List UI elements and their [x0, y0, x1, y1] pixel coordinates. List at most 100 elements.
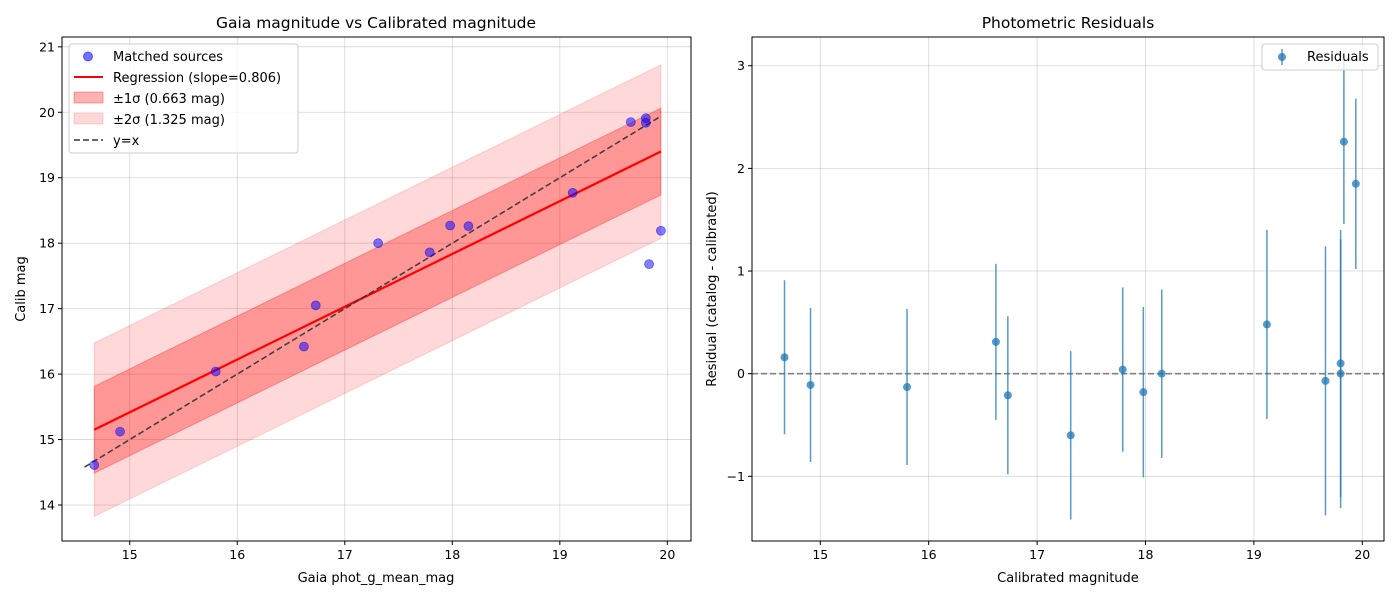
legend-label-2sigma: ±2σ (1.325 mag)	[113, 113, 225, 128]
y-tick-label: 17	[39, 301, 55, 316]
x-tick-label: 17	[1029, 547, 1045, 562]
left-chart-title: Gaia magnitude vs Calibrated magnitude	[216, 14, 536, 32]
matched-source-point	[640, 117, 651, 128]
residual-point	[1003, 391, 1012, 400]
right-axes-frame	[751, 36, 1385, 542]
residual-errorbar	[1118, 287, 1127, 452]
residual-point	[1066, 431, 1075, 440]
x-tick-label: 17	[337, 547, 353, 562]
residual-point	[1157, 369, 1166, 378]
matched-source-point	[373, 238, 384, 249]
legend-label-1sigma: ±1σ (0.663 mag)	[113, 92, 225, 107]
matched-source-point	[115, 426, 125, 437]
y-tick-label: −1	[727, 469, 745, 484]
legend-label-regression: Regression (slope=0.806)	[113, 71, 281, 86]
x-tick-label: 15	[812, 547, 828, 562]
left-legend-box	[68, 43, 299, 154]
legend-marker-icon	[83, 51, 93, 62]
y-tick-label: 3	[737, 58, 745, 73]
right-x-axis-label: Calibrated magnitude	[997, 571, 1139, 586]
matched-source-point	[89, 460, 100, 470]
residual-errorbar	[903, 309, 912, 466]
y-tick-label: 1	[737, 264, 745, 279]
matched-source-point	[299, 341, 309, 352]
matched-source-point	[625, 117, 636, 127]
y-tick-label: 19	[39, 170, 55, 185]
residual-point	[1339, 137, 1348, 146]
left-axes-frame	[61, 36, 692, 542]
legend-label-matched: Matched sources	[113, 50, 223, 65]
legend-patch-1sigma-icon	[73, 91, 104, 104]
right-grid	[752, 37, 1384, 541]
x-tick-label: 16	[229, 547, 245, 562]
residual-errorbar	[1351, 98, 1360, 269]
left-y-axis-label: Calib mag	[14, 256, 29, 322]
legend-errorbar-marker-icon	[1278, 53, 1286, 61]
residual-point	[1321, 376, 1330, 385]
x-tick-label: 18	[1138, 547, 1154, 562]
left-x-axis-label: Gaia phot_g_mean_mag	[298, 571, 455, 586]
y-tick-label: 15	[39, 432, 55, 447]
x-tick-label: 19	[552, 547, 568, 562]
matched-source-point	[310, 300, 321, 311]
matched-source-point	[655, 225, 666, 236]
x-tick-label: 19	[1246, 547, 1262, 562]
left-legend: Matched sources Regression (slope=0.806)…	[68, 43, 299, 154]
legend-patch-2sigma-icon	[73, 112, 104, 125]
residual-point	[903, 383, 912, 392]
left-chart: Gaia magnitude vs Calibrated magnitude 1…	[14, 14, 692, 586]
residual-point	[1262, 320, 1271, 329]
residual-point	[991, 337, 1000, 346]
residual-errorbar	[1336, 239, 1345, 509]
residual-point	[1336, 369, 1345, 378]
residual-errorbar	[1003, 316, 1012, 475]
left-ticks: 15 16 17 18 19 20 14 15 16 17 18 19 20 21	[39, 39, 675, 562]
y-tick-label: 0	[737, 366, 745, 381]
y-tick-label: 14	[39, 498, 55, 513]
residual-errorbar	[1139, 306, 1148, 478]
right-chart-title: Photometric Residuals	[982, 14, 1155, 32]
right-chart: Photometric Residuals 15 16 17 18 19 20 −1 0 1 2 3…	[705, 14, 1385, 586]
residual-point	[806, 380, 815, 389]
residual-point	[1351, 179, 1360, 188]
x-tick-label: 20	[659, 547, 675, 562]
y-tick-label: 21	[39, 39, 55, 54]
legend-label-identity: y=x	[113, 134, 140, 149]
right-legend: Residuals	[1261, 43, 1379, 71]
residual-errorbar	[1262, 229, 1271, 419]
y-tick-label: 2	[737, 161, 745, 176]
x-tick-label: 20	[1354, 547, 1370, 562]
y-tick-label: 16	[39, 367, 55, 382]
right-y-axis-label: Residual (catalog - calibrated)	[705, 191, 720, 386]
residual-errorbar	[1321, 246, 1330, 516]
matched-source-point	[210, 366, 221, 377]
residual-errorbar	[1339, 59, 1348, 224]
x-tick-label: 15	[122, 547, 138, 562]
left-points	[89, 113, 666, 470]
left-grid	[62, 37, 691, 541]
right-ticks: 15 16 17 18 19 20 −1 0 1 2 3	[727, 58, 1371, 562]
y-tick-label: 20	[39, 105, 55, 120]
residual-errorbar	[780, 280, 789, 435]
matched-source-point	[644, 259, 654, 270]
residual-point	[1139, 388, 1148, 397]
matched-source-point	[424, 247, 435, 258]
matched-source-point	[463, 221, 474, 232]
right-errorbars	[780, 59, 1360, 520]
x-tick-label: 18	[444, 547, 460, 562]
regression-line	[93, 150, 662, 431]
y-tick-label: 18	[39, 236, 55, 251]
x-tick-label: 16	[921, 547, 937, 562]
residual-errorbar	[991, 263, 1000, 420]
right-legend-box	[1261, 43, 1379, 71]
residual-errorbar	[1066, 351, 1075, 520]
left-lines	[84, 115, 662, 468]
matched-source-point	[567, 187, 578, 198]
residual-point	[1118, 365, 1127, 374]
matched-source-point	[445, 220, 456, 231]
residual-point	[780, 353, 789, 362]
residual-errorbar	[806, 307, 815, 462]
legend-label-residuals: Residuals	[1307, 50, 1369, 65]
identity-line	[84, 115, 662, 468]
